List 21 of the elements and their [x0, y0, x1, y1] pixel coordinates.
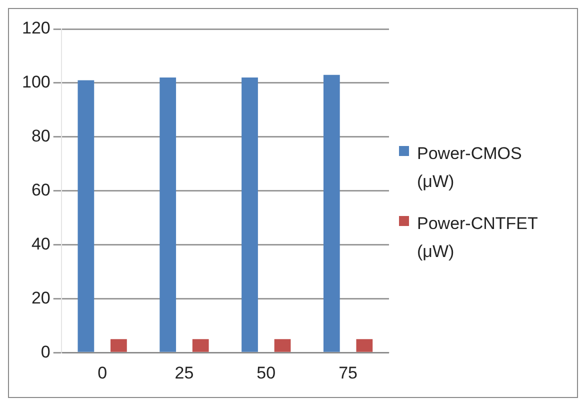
bar: [160, 78, 176, 352]
bar: [78, 80, 94, 352]
bar: [242, 78, 258, 352]
legend-label: Power-CMOS (μW): [417, 143, 523, 193]
y-tick-label: 0: [40, 342, 50, 362]
x-tick-label: 50: [256, 363, 276, 382]
x-tick-label: 25: [174, 363, 194, 382]
x-tick-label: 0: [98, 363, 108, 382]
y-tick-label: 60: [31, 180, 50, 200]
legend-label: Power-CNTFET (μW): [417, 213, 539, 263]
y-tick-label: 120: [22, 18, 50, 38]
x-tick-label: 75: [338, 363, 358, 382]
bar: [356, 339, 373, 352]
bar: [192, 339, 209, 352]
bar: [274, 339, 291, 352]
bar: [323, 74, 340, 352]
bar: [110, 339, 127, 352]
y-tick-label: 100: [22, 72, 50, 92]
y-tick-label: 20: [31, 288, 50, 308]
y-tick-label: 40: [31, 234, 50, 254]
y-tick-label: 80: [31, 126, 50, 146]
